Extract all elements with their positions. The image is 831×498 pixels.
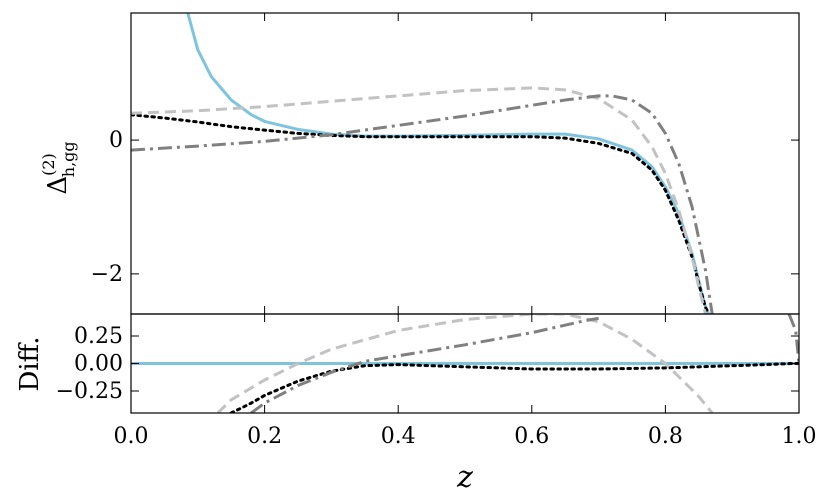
bottom-y-axis-label: Diff. [15, 337, 45, 392]
top-panel: 0 −2 Δ(2)h,gg [39, 12, 800, 315]
x-tick-label-3: 0.6 [514, 424, 549, 449]
top-series-solid-0 [186, 13, 711, 314]
x-axis-label: z [456, 460, 473, 495]
top-y-tick-label-0: 0 [109, 128, 123, 153]
x-tick-label-1: 0.2 [247, 424, 282, 449]
bottom-series-dashdot-3 [250, 316, 599, 413]
x-tick-label-2: 0.4 [381, 424, 416, 449]
top-y-tick-label-1: −2 [91, 262, 123, 287]
bottom-y-tick-label-1: 0.00 [74, 352, 123, 377]
bottom-panel: 0.25 0.00−0.25 0.0 0.2 0.4 0.6 0.8 1.0 Diff. z [15, 313, 817, 495]
bottom-y-tick-label-0: 0.25 [74, 324, 123, 349]
bottom-series-dotted-1 [229, 362, 799, 413]
x-tick-label-0: 0.0 [114, 424, 149, 449]
top-y-axis-label: Δ(2)h,gg [39, 141, 78, 194]
x-tick-label-5: 1.0 [782, 424, 817, 449]
x-tick-label-4: 0.8 [648, 424, 683, 449]
top-series-dashdot-3 [131, 94, 714, 314]
bottom-y-tick-label-2: −0.25 [56, 379, 123, 404]
bottom-series-dashdot-4 [787, 314, 799, 364]
top-series-dashed-2 [131, 86, 707, 314]
top-series-dotted-1 [131, 113, 711, 314]
top-axes-frame [130, 12, 800, 315]
